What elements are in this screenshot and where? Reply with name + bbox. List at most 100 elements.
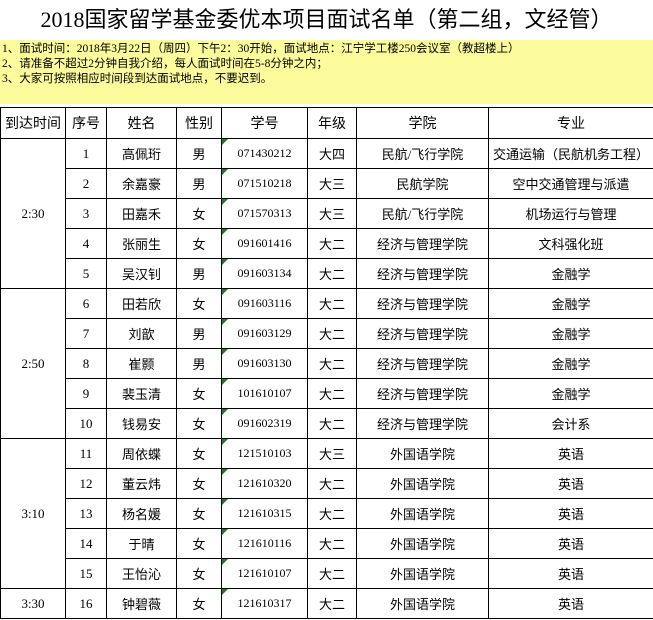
college-cell: 经济与管理学院 [356, 378, 489, 409]
major-cell: 英语 [488, 558, 653, 589]
student-id-cell: 091602319 [221, 408, 308, 439]
major-cell: 文科强化班 [488, 228, 653, 259]
college-cell: 民航/飞行学院 [356, 198, 489, 229]
seq-cell: 1 [65, 138, 107, 169]
student-id-cell: 121510103 [221, 438, 308, 469]
grade-cell: 大二 [307, 348, 357, 379]
major-cell: 英语 [488, 498, 653, 529]
table-row: 4 张丽生女 091601416 大二 经济与管理学院 文科强化班 [1, 228, 653, 259]
major-cell: 空中交通管理与派遣 [488, 168, 653, 199]
name-cell: 杨名媛 [106, 498, 177, 529]
note-3: 3、大家可按照相应时间段到达面试地点，不要迟到。 [2, 73, 273, 85]
seq-cell: 14 [65, 528, 107, 559]
gender-cell: 男 [176, 348, 222, 379]
seq-cell: 10 [65, 408, 107, 439]
arrival-time-cell: 3:30 [0, 588, 66, 619]
name-cell: 裴玉清 [106, 378, 177, 409]
student-id-cell: 101610107 [221, 378, 308, 409]
college-cell: 外国语学院 [356, 558, 489, 589]
name-cell: 高佩珩 [106, 138, 177, 169]
major-cell: 金融学 [488, 348, 653, 379]
grade-cell: 大三 [307, 198, 357, 229]
table-row: 3:10 11 周依蝶女 121510103 大三 外国语学院 英语 [0, 438, 653, 589]
header-row: 到达时间 序号 姓名 性别 学号 年级 学院 专业 [0, 107, 653, 139]
student-id-cell: 071430212 [221, 138, 308, 169]
major-cell: 金融学 [488, 288, 653, 319]
name-cell: 吴汉钊 [106, 258, 177, 289]
gender-cell: 男 [176, 138, 222, 169]
grade-cell: 大二 [307, 288, 357, 319]
header-gender: 性别 [176, 107, 222, 139]
notes-panel: 1、面试时间：2018年3月22日（周四）下午2：30开始，面试地点：江宁学工楼… [0, 40, 653, 104]
gender-cell: 女 [176, 438, 222, 469]
name-cell: 田若欣 [106, 288, 177, 319]
college-cell: 经济与管理学院 [356, 408, 489, 439]
name-cell: 于晴 [106, 528, 177, 559]
grade-cell: 大二 [307, 558, 357, 589]
header-college: 学院 [356, 107, 489, 139]
name-cell: 余嘉豪 [106, 168, 177, 199]
major-cell: 机场运行与管理 [488, 198, 653, 229]
table-row: 3 田嘉禾女 071570313 大三 民航/飞行学院 机场运行与管理 [1, 198, 653, 229]
table-row: 7 刘歆男 091603129 大二 经济与管理学院 金融学 [1, 318, 653, 349]
table-row: 15 王怡沁女 121610107 大二 外国语学院 英语 [1, 558, 653, 589]
college-cell: 民航/飞行学院 [356, 138, 489, 169]
gender-cell: 女 [176, 468, 222, 499]
college-cell: 民航学院 [356, 168, 489, 199]
arrival-time-cell: 3:10 [0, 438, 66, 589]
seq-cell: 13 [65, 498, 107, 529]
header-student-id: 学号 [221, 107, 308, 139]
student-id-cell: 121610315 [221, 498, 308, 529]
student-id-cell: 121610107 [221, 558, 308, 589]
header-grade: 年级 [307, 107, 357, 139]
gender-cell: 女 [176, 588, 222, 619]
student-id-cell: 071510218 [221, 168, 308, 199]
major-cell: 英语 [488, 588, 653, 619]
grade-cell: 大二 [307, 318, 357, 349]
table-row: 9 裴玉清女 101610107 大二 经济与管理学院 金融学 [1, 378, 653, 409]
student-id-cell: 071570313 [221, 198, 308, 229]
student-id-cell: 091601416 [221, 228, 308, 259]
major-cell: 英语 [488, 438, 653, 469]
table-row: 8 崔颢男 091603130 大二 经济与管理学院 金融学 [1, 348, 653, 379]
seq-cell: 4 [65, 228, 107, 259]
seq-cell: 2 [65, 168, 107, 199]
seq-cell: 9 [65, 378, 107, 409]
gender-cell: 男 [176, 258, 222, 289]
major-cell: 金融学 [488, 318, 653, 349]
page-title: 2018国家留学基金委优本项目面试名单（第二组，文经管） [40, 7, 613, 32]
student-id-cell: 091603116 [221, 288, 308, 319]
gender-cell: 男 [176, 318, 222, 349]
note-2: 2、请准备不超过2分钟自我介绍，每人面试时间在5-8分钟之内； [2, 58, 328, 70]
major-cell: 英语 [488, 468, 653, 499]
interview-table: 到达时间 序号 姓名 性别 学号 年级 学院 专业 2:30 1 高佩珩男 07143… [0, 107, 653, 619]
name-cell: 周依蝶 [106, 438, 177, 469]
gender-cell: 女 [176, 378, 222, 409]
student-id-cell: 091603130 [221, 348, 308, 379]
college-cell: 外国语学院 [356, 438, 489, 469]
name-cell: 董云炜 [106, 468, 177, 499]
gender-cell: 女 [176, 498, 222, 529]
table-row: 13 杨名媛女 121610315 大二 外国语学院 英语 [1, 498, 653, 529]
table-row: 2 余嘉豪男 071510218 大三 民航学院 空中交通管理与派遣 [1, 168, 653, 199]
seq-cell: 7 [65, 318, 107, 349]
name-cell: 刘歆 [106, 318, 177, 349]
name-cell: 崔颢 [106, 348, 177, 379]
grade-cell: 大二 [307, 528, 357, 559]
grade-cell: 大四 [307, 138, 357, 169]
gender-cell: 女 [176, 408, 222, 439]
header-arrival-time: 到达时间 [0, 107, 66, 139]
header-number: 序号 [65, 107, 107, 139]
gender-cell: 男 [176, 168, 222, 199]
arrival-time-cell: 2:30 [0, 138, 66, 289]
table-row: 12 董云炜女 121610320 大二 外国语学院 英语 [1, 468, 653, 499]
grade-cell: 大三 [307, 168, 357, 199]
grade-cell: 大二 [307, 588, 357, 619]
table-row: 10 钱易安女 091602319 大二 经济与管理学院 会计系 [1, 408, 653, 439]
seq-cell: 3 [65, 198, 107, 229]
college-cell: 经济与管理学院 [356, 348, 489, 379]
grade-cell: 大三 [307, 438, 357, 469]
seq-cell: 15 [65, 558, 107, 589]
grade-cell: 大二 [307, 408, 357, 439]
table-row: 5 吴汉钊男 091603134 大二 经济与管理学院 金融学 [1, 258, 653, 289]
